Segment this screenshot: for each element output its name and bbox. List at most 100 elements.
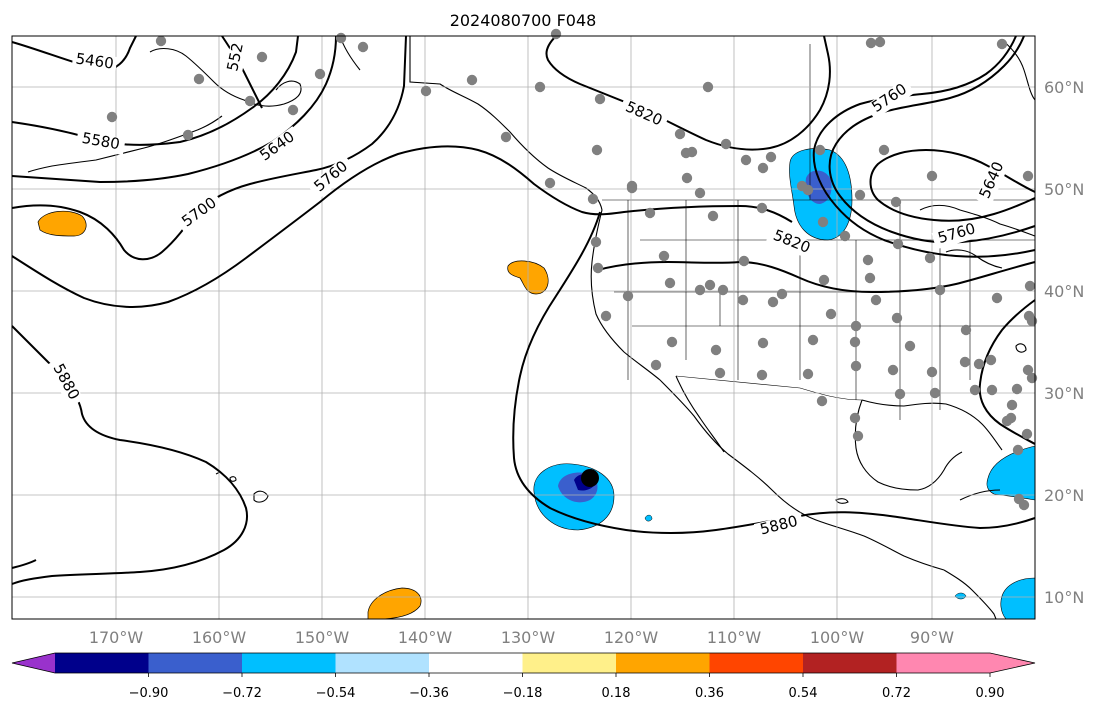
station-marker [850,320,862,332]
station-marker [335,32,347,44]
station-marker [1024,280,1036,292]
station-marker [960,324,972,336]
station-marker [666,336,678,348]
latitude-tick-label: 50°N [1044,180,1084,199]
station-marker [959,356,971,368]
colorbar-tick-label: −0.36 [409,686,449,701]
colorbar-segment [335,653,430,673]
station-marker [1022,170,1034,182]
station-marker [106,111,118,123]
station-marker [924,252,936,264]
station-marker [891,312,903,324]
map-frame [11,35,1036,620]
station-marker [926,366,938,378]
station-marker [996,38,1008,50]
negative-anomaly-region [954,592,967,600]
station-marker [626,182,638,194]
station-marker [756,202,768,214]
station-marker [1001,415,1013,427]
political-borders [409,44,1035,420]
station-marker [934,284,946,296]
station-marker [591,144,603,156]
station-marker [587,193,599,205]
station-marker [550,28,562,40]
station-marker [256,51,268,63]
station-marker [1011,383,1023,395]
map-panel: 5460 552 5580 5640 5700 5760 5820 5760 5… [11,28,1038,620]
colorbar-segment [429,653,523,673]
station-marker [714,367,726,379]
colorbar-tick-label: −0.18 [503,686,543,701]
station-marker [622,290,634,302]
station-marker [1022,364,1034,376]
station-marker [776,288,788,300]
station-marker [862,254,874,266]
station-marker [592,262,604,274]
colorbar-segment [12,653,55,673]
colorbar-outline [11,652,1036,674]
colorbar-segment [148,653,243,673]
station-marker [767,296,779,308]
negative-anomaly-region [805,170,832,204]
station-marker [796,180,808,192]
station-marker [1012,444,1024,456]
station-marker [973,358,985,370]
longitude-tick-label: 90°W [910,628,954,647]
station-marker [707,210,719,222]
station-marker [650,359,662,371]
latitude-tick-label: 10°N [1044,588,1084,607]
contour-label: 552 [223,41,247,73]
colorbar-segment [709,653,804,673]
station-marker [420,85,432,97]
station-marker [466,74,478,86]
station-marker [816,395,828,407]
station-marker [244,95,256,107]
longitude-axis: 170°W 160°W 150°W 140°W 130°W 120°W 110°W 100°W… [89,628,954,647]
station-marker [674,128,686,140]
colorbar-tick-label: −0.90 [129,686,169,701]
longitude-tick-label: 100°W [810,628,865,647]
colorbar-tick-label: 0.90 [976,686,1005,701]
station-marker [818,274,830,286]
station-marker [991,292,1003,304]
station-marker [839,230,851,242]
station-marker [702,81,714,93]
station-marker [850,360,862,372]
latitude-tick-label: 40°N [1044,282,1084,301]
negative-anomaly-region [644,514,653,522]
latitude-axis: 60°N 50°N 40°N 30°N 20°N 10°N [1044,78,1084,607]
longitude-tick-label: 160°W [192,628,247,647]
colorbar-segment [896,653,991,673]
station-marker [929,387,941,399]
station-marker [765,151,777,163]
station-marker [600,310,612,322]
station-marker [849,336,861,348]
station-marker [870,294,882,306]
colorbar-segment [242,653,336,673]
station-marker [807,334,819,346]
station-marker [594,93,606,105]
station-marker [658,250,670,262]
station-marker [720,138,732,150]
graticule [12,36,1035,619]
colorbar-tick-label: −0.72 [222,686,262,701]
station-marker [738,255,750,267]
colorbar-tick-label: 0.72 [882,686,911,701]
colorbar-tick-label: −0.54 [316,686,356,701]
latitude-tick-label: 20°N [1044,486,1084,505]
longitude-tick-label: 130°W [501,628,556,647]
station-marker [1006,399,1018,411]
station-marker [182,129,194,141]
station-marker [740,154,752,166]
colorbar-segment [522,653,617,673]
station-marker [1021,428,1033,440]
station-marker [664,277,676,289]
station-marker [737,294,749,306]
longitude-tick-label: 120°W [604,628,659,647]
station-marker [865,37,877,49]
station-marker [849,412,861,424]
station-marker [852,430,864,442]
station-marker [710,344,722,356]
positive-anomaly-region [37,210,87,237]
